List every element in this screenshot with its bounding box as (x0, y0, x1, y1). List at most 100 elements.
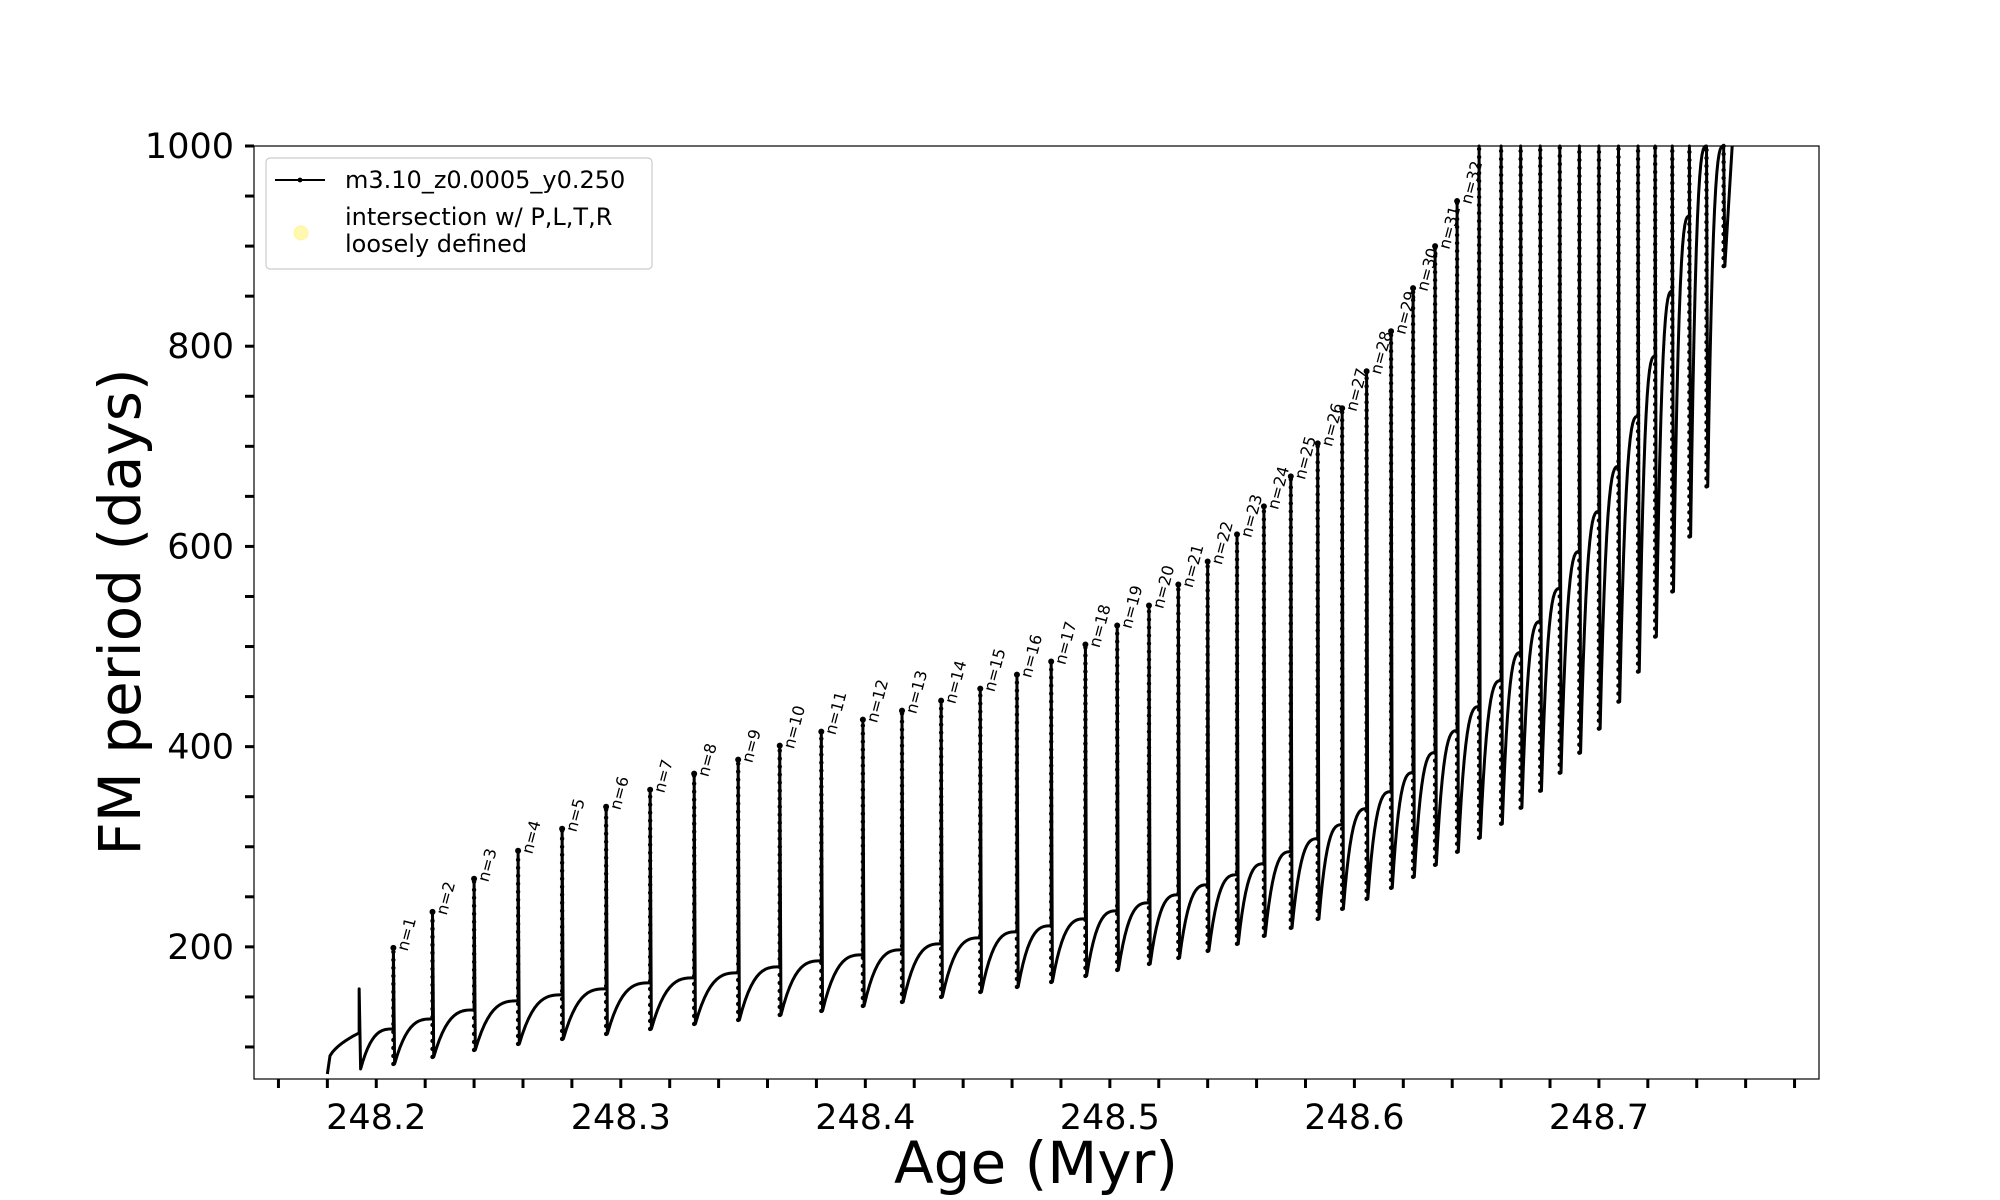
data-point (1146, 881, 1152, 886)
data-point (1410, 642, 1416, 647)
data-point (1687, 366, 1692, 371)
data-point (1364, 544, 1369, 549)
data-point (1670, 485, 1675, 490)
data-point (735, 825, 741, 830)
data-point (1538, 548, 1543, 553)
data-point (1432, 550, 1438, 555)
data-point (1364, 552, 1369, 557)
data-point (1288, 789, 1294, 794)
data-point (1687, 382, 1692, 387)
data-point (1454, 569, 1460, 574)
data-point (1388, 477, 1394, 482)
data-point (1432, 414, 1438, 419)
data-point (1014, 928, 1020, 934)
data-point (1261, 717, 1267, 722)
data-point (1432, 317, 1438, 323)
data-point (1114, 735, 1120, 740)
data-point (1288, 605, 1294, 610)
data-point (1432, 398, 1438, 403)
data-point (777, 1012, 782, 1018)
data-point (1498, 805, 1504, 810)
data-point (1596, 430, 1602, 435)
data-point (1635, 421, 1641, 426)
data-point (1454, 337, 1460, 342)
data-point (819, 848, 824, 853)
data-point (1388, 509, 1394, 514)
data-point (1339, 482, 1345, 487)
data-point (603, 903, 609, 909)
data-point (1364, 888, 1369, 893)
data-point (471, 903, 477, 909)
data-point (1205, 836, 1210, 841)
data-point (1288, 637, 1294, 642)
data-point (1670, 437, 1675, 442)
data-point (978, 749, 983, 754)
data-point (1596, 582, 1602, 587)
data-point (1498, 228, 1504, 234)
data-point (1616, 603, 1621, 608)
data-point (1388, 781, 1394, 786)
data-point (1577, 165, 1582, 171)
data-point (1114, 831, 1120, 836)
data-point (1176, 923, 1181, 929)
pulse-peak-marker (429, 908, 436, 915)
data-point (978, 765, 983, 770)
data-point (938, 810, 944, 815)
data-point (691, 1013, 697, 1019)
data-point (1538, 588, 1543, 593)
data-point (1454, 617, 1460, 622)
data-point (1498, 669, 1504, 674)
data-point (1315, 516, 1320, 521)
data-point (1364, 616, 1369, 621)
data-point (1704, 299, 1709, 305)
data-point (515, 889, 521, 894)
data-point (647, 946, 653, 952)
data-point (1388, 629, 1394, 634)
data-point (1476, 699, 1482, 704)
data-point (1518, 709, 1523, 714)
data-point (978, 933, 983, 939)
data-point (1538, 604, 1543, 609)
data-point (1288, 509, 1294, 514)
data-point (1432, 342, 1438, 347)
data-point (1083, 717, 1088, 722)
pulse-peak-marker (859, 716, 866, 723)
labels-layer: n=1n=2n=3n=4n=5n=6 n=7 n=8 n=9 n=10 n=11 n=12 n… (393, 159, 1486, 953)
data-point (1205, 748, 1210, 753)
data-point (1410, 562, 1416, 567)
data-point (1364, 464, 1369, 469)
data-point (1261, 597, 1267, 602)
data-point (691, 965, 697, 971)
data-point (1616, 363, 1621, 368)
data-point (1721, 191, 1726, 197)
data-point (819, 792, 824, 797)
data-point (1048, 667, 1054, 672)
data-point (1498, 677, 1504, 682)
data-point (1652, 434, 1658, 439)
data-point (1616, 579, 1621, 584)
data-point (1048, 963, 1054, 969)
data-point (777, 964, 782, 970)
data-point (1652, 177, 1658, 183)
data-point (1687, 149, 1692, 155)
data-point (1518, 701, 1523, 706)
data-point (938, 914, 944, 920)
data-point (1014, 968, 1020, 974)
data-point (1557, 297, 1562, 303)
data-point (1635, 605, 1641, 610)
data-point (1476, 347, 1482, 352)
data-point (1518, 477, 1523, 482)
data-point (1288, 877, 1294, 882)
data-point (1635, 284, 1641, 290)
data-point (559, 844, 565, 849)
data-point (1538, 540, 1543, 545)
data-point (819, 808, 824, 813)
data-point (603, 871, 609, 876)
data-point (1518, 341, 1523, 346)
data-point (899, 767, 905, 772)
data-point (1616, 659, 1621, 664)
y-tick-label: 800 (167, 327, 234, 367)
data-point (1476, 587, 1482, 592)
data-point (1339, 770, 1345, 775)
